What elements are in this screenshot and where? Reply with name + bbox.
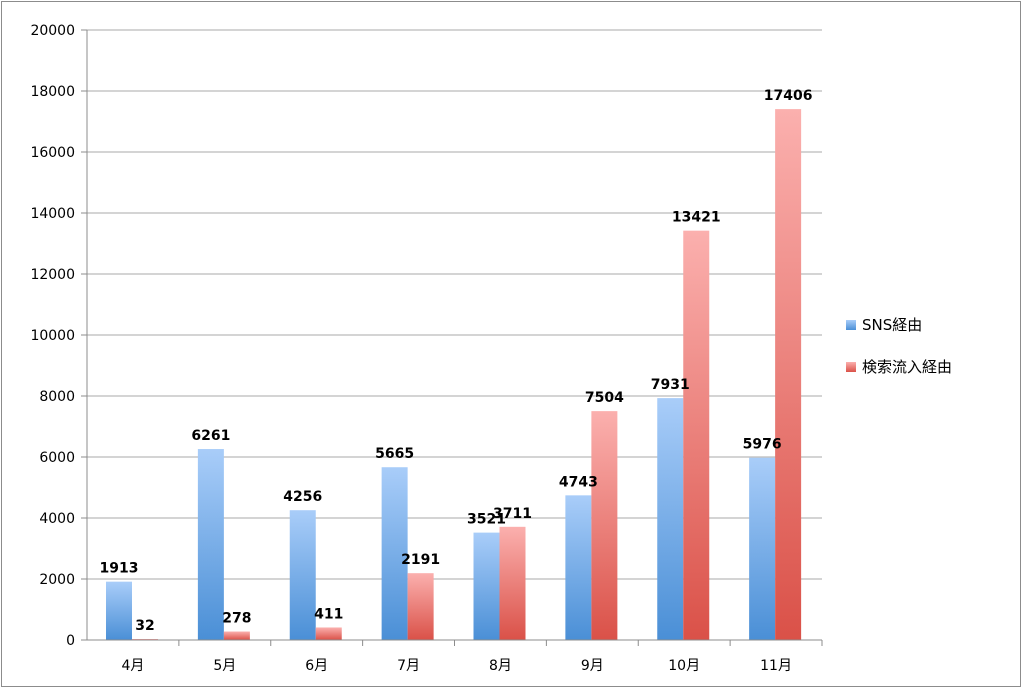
data-label: 2191 [401,552,440,568]
data-label: 4743 [559,474,598,490]
y-tick-label: 10000 [30,328,75,344]
y-tick-label: 12000 [30,267,75,283]
bars [106,109,802,641]
bar-sns-0 [106,581,132,640]
legend-label: SNS経由 [862,316,922,334]
bar-search-3 [407,573,434,640]
x-category-label: 11月 [760,658,792,674]
legend-label: 検索流入経由 [862,358,952,376]
bar-search-1 [223,631,250,640]
data-label: 3521 [467,512,506,528]
data-label: 7931 [651,377,690,393]
x-category-label: 4月 [121,658,144,674]
y-tick-label: 16000 [30,145,75,161]
data-label: 6261 [191,428,230,444]
data-label: 1913 [100,561,139,577]
axes [81,29,823,646]
data-label: 17406 [764,88,813,104]
bar-sns-3 [381,467,408,640]
y-tick-label: 20000 [30,23,75,39]
data-label: 5665 [375,446,414,462]
data-label: 411 [314,606,343,622]
x-category-label: 9月 [581,658,604,674]
bar-sns-7 [749,457,776,640]
x-category-label: 6月 [305,658,328,674]
data-label: 278 [222,611,251,627]
y-tick-label: 6000 [39,450,75,466]
data-label: 32 [135,618,154,634]
bar-search-4 [499,526,526,640]
bar-sns-4 [473,532,500,640]
bar-sns-1 [197,449,224,640]
y-tick-label: 8000 [39,389,75,405]
data-label: 13421 [672,210,721,226]
bar-search-5 [591,411,618,640]
x-axis-categories: 4月 5月 6月 7月 8月 9月 10月 11月 [121,658,792,674]
y-tick-label: 18000 [30,84,75,100]
bar-search-7 [775,109,802,640]
legend-swatch [846,320,856,330]
bar-search-2 [315,627,342,640]
x-category-label: 8月 [489,658,512,674]
x-category-label: 5月 [213,658,236,674]
legend-swatch [846,362,856,372]
y-tick-label: 2000 [39,572,75,588]
gridlines [87,29,822,580]
y-tick-label: 0 [66,633,75,649]
bar-sns-5 [565,495,592,640]
x-category-label: 10月 [668,658,700,674]
x-category-label: 7月 [397,658,420,674]
y-axis-ticks: 0 2000 4000 6000 8000 10000 12000 14000 16000 180… [30,23,75,649]
y-tick-label: 4000 [39,511,75,527]
bar-sns-2 [289,510,316,640]
data-label: 4256 [283,489,322,505]
data-label: 7504 [585,390,624,406]
data-label: 5976 [743,437,782,453]
bar-search-6 [683,230,710,641]
data-label: 3711 [493,506,532,522]
bar-sns-6 [657,398,684,640]
y-tick-label: 14000 [30,206,75,222]
